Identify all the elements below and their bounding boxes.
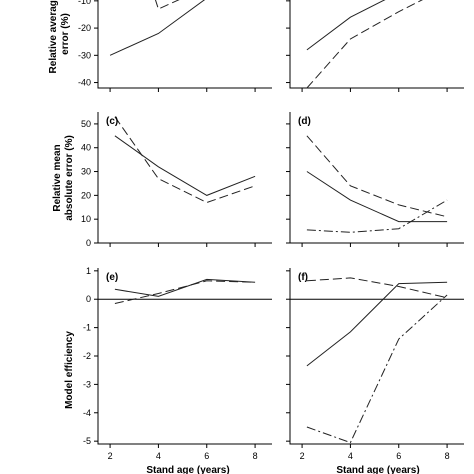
xtick-label-e: 4 bbox=[156, 451, 161, 461]
ytick-label-a: -30 bbox=[78, 50, 91, 60]
series-solid-d bbox=[306, 171, 448, 223]
series-solid-b bbox=[306, 0, 386, 51]
axis-frame-e bbox=[97, 268, 272, 445]
ytick-label-c: 0 bbox=[86, 238, 91, 248]
panel-c: 0 10 20 30 40 50 (c) bbox=[81, 112, 272, 248]
ytick-label-e: -1 bbox=[83, 323, 91, 333]
axis-frame-a bbox=[97, 0, 272, 89]
panel-a: -10 -20 -30 -40 bbox=[78, 0, 272, 92]
ytick-label-a: -40 bbox=[78, 78, 91, 88]
ytick-label-e: -4 bbox=[83, 408, 91, 418]
series-long-dash-e bbox=[114, 280, 256, 304]
xtick-label-f: 6 bbox=[396, 451, 401, 461]
xlabel-right: Stand age (years) bbox=[336, 465, 419, 474]
row2-ylabel-line1: Relative mean bbox=[52, 144, 63, 211]
axis-frame-c bbox=[97, 112, 272, 244]
series-long-dash-a bbox=[154, 0, 180, 10]
series-long-dash-b bbox=[306, 0, 423, 89]
ytick-label-c: 10 bbox=[81, 214, 91, 224]
panel-label-e: (e) bbox=[106, 272, 118, 283]
row2-ylabel-line2: absolute error (%) bbox=[64, 135, 75, 221]
series-long-dash-f bbox=[306, 277, 448, 299]
axis-frame-f bbox=[289, 268, 464, 445]
series-dash-dot-f bbox=[306, 294, 448, 444]
series-long-dash-c bbox=[114, 116, 256, 204]
xtick-label-f: 4 bbox=[348, 451, 353, 461]
row3-ylabel: Model efficiency bbox=[64, 331, 75, 409]
xtick-label-f: 8 bbox=[445, 451, 450, 461]
ytick-label-c: 50 bbox=[81, 119, 91, 129]
panel-f: 2 4 6 8 (f) bbox=[286, 268, 464, 461]
panel-label-d: (d) bbox=[298, 116, 311, 127]
series-solid-e bbox=[114, 278, 256, 297]
panel-b bbox=[286, 0, 464, 92]
xtick-label-e: 8 bbox=[253, 451, 258, 461]
xtick-label-e: 6 bbox=[204, 451, 209, 461]
series-solid-f bbox=[306, 281, 448, 367]
panel-e: 1 0 -1 -2 -3 -4 -5 2 4 6 8 (e) bbox=[83, 266, 272, 461]
xtick-label-f: 2 bbox=[300, 451, 305, 461]
panel-label-c: (c) bbox=[106, 116, 118, 127]
series-solid-a bbox=[109, 0, 206, 56]
ytick-label-e: 0 bbox=[86, 294, 91, 304]
ytick-label-a: -20 bbox=[78, 23, 91, 33]
panel-d: (d) bbox=[286, 112, 464, 247]
series-dash-dot-d bbox=[306, 199, 448, 233]
axis-frame-b bbox=[289, 0, 464, 89]
ytick-label-e: -5 bbox=[83, 436, 91, 446]
series-long-dash-d bbox=[306, 135, 448, 218]
ytick-label-c: 40 bbox=[81, 143, 91, 153]
panel-label-f: (f) bbox=[298, 272, 308, 283]
ytick-label-c: 30 bbox=[81, 167, 91, 177]
ytick-label-a: -10 bbox=[78, 0, 91, 6]
row1-ylabel-line1: Relative average bbox=[48, 0, 59, 73]
row1-ylabel-line2: error (%) bbox=[60, 13, 71, 55]
series-solid-c bbox=[114, 135, 256, 196]
ytick-label-e: 1 bbox=[86, 266, 91, 276]
ytick-label-e: -2 bbox=[83, 351, 91, 361]
xlabel-left: Stand age (years) bbox=[146, 465, 229, 474]
ytick-label-e: -3 bbox=[83, 379, 91, 389]
xtick-label-e: 2 bbox=[108, 451, 113, 461]
ytick-label-c: 20 bbox=[81, 190, 91, 200]
